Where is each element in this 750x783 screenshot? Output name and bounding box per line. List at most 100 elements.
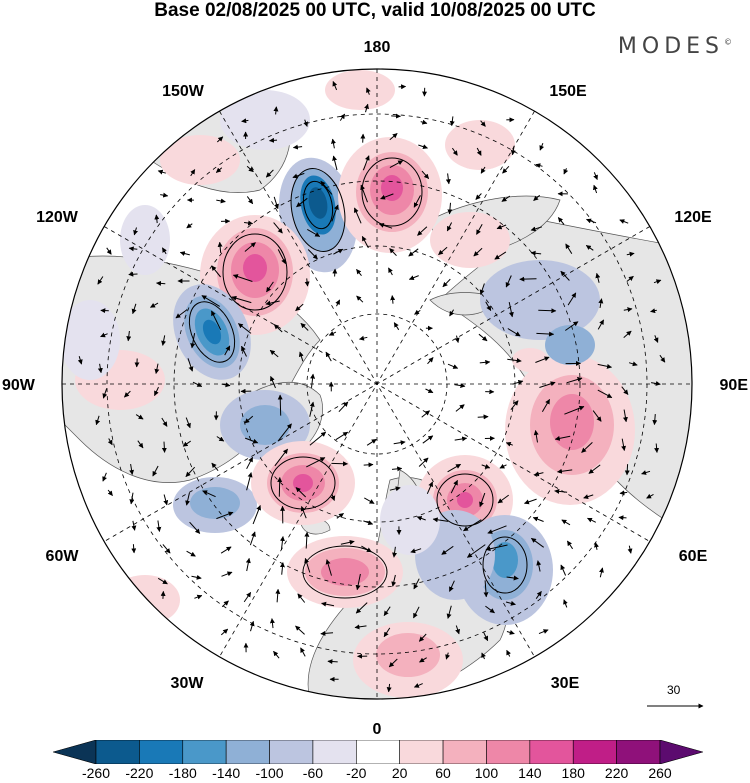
wind-vector: [651, 381, 661, 386]
wind-vector: [216, 511, 234, 520]
anomaly-negative: [190, 487, 240, 519]
wind-vector: [432, 517, 449, 523]
wind-vector: [413, 195, 421, 208]
wind-vector: [134, 358, 140, 368]
wind-vector: [192, 381, 203, 387]
anomaly-positive: [512, 348, 548, 372]
contour-line: [482, 536, 528, 594]
anomaly-negative: [62, 300, 120, 380]
anomaly-positive: [243, 254, 267, 282]
wind-vector: [366, 87, 371, 95]
wind-vector: [389, 248, 397, 257]
wind-vector: [274, 448, 288, 467]
wind-vector: [160, 590, 166, 599]
contour-lines: [188, 157, 528, 599]
wind-vector: [476, 147, 482, 156]
lon-label-60e: 60E: [679, 548, 708, 565]
wind-vector: [554, 488, 568, 494]
wind-vector: [194, 594, 203, 600]
wind-vector: [95, 415, 101, 426]
wind-vector: [321, 601, 335, 607]
anomaly-negative: [240, 405, 290, 445]
wind-vector: [485, 544, 508, 552]
anomaly-negative: [380, 485, 440, 555]
wind-vector: [327, 659, 338, 665]
colorbar-cell: [442, 740, 487, 764]
wind-vector: [535, 356, 550, 363]
wind-vector: [216, 198, 226, 204]
wind-vector: [447, 363, 459, 369]
colorbar-cell: [572, 740, 617, 764]
wind-vector: [449, 309, 455, 317]
wind-vector: [389, 160, 404, 169]
wind-vector: [310, 373, 316, 388]
anomaly-positive: [325, 70, 395, 110]
wind-vector: [238, 323, 252, 334]
colorbar-cell: [312, 740, 357, 764]
wind-vector: [355, 602, 368, 614]
wind-vector: [481, 463, 491, 469]
wind-vector: [560, 564, 567, 576]
latitude-circle: [173, 180, 581, 588]
wind-vector: [266, 281, 274, 293]
wind-vector: [265, 300, 280, 306]
wind-vector: [378, 223, 393, 229]
wind-vector: [243, 591, 252, 603]
wind-vector: [446, 605, 452, 619]
wind-vector: [339, 113, 346, 121]
wind-vector: [154, 363, 160, 374]
brand-logo: MODES©: [618, 34, 732, 59]
colorbar-tick-label: -260: [81, 765, 111, 781]
wind-vector: [506, 575, 519, 581]
wind-vector: [597, 389, 613, 399]
wind-vector: [231, 295, 252, 304]
wind-vector: [593, 172, 598, 181]
wind-vector: [182, 440, 191, 447]
wind-vector: [499, 463, 507, 469]
wind-vector: [652, 414, 658, 426]
anomaly-negative: [220, 90, 310, 150]
lon-label-30w: 30W: [171, 675, 205, 692]
wind-vector: [507, 358, 522, 364]
wind-vector: [366, 438, 377, 446]
wind-vector: [524, 498, 537, 505]
wind-vector: [408, 275, 419, 281]
wind-vector: [241, 345, 247, 357]
wind-vector: [473, 247, 483, 257]
wind-vector: [244, 415, 254, 424]
anomaly-positive: [445, 120, 515, 170]
wind-vector: [393, 440, 406, 446]
wind-vector: [300, 647, 306, 657]
wind-vector: [249, 620, 255, 632]
wind-vector: [307, 249, 318, 260]
wind-vector: [161, 247, 167, 255]
wind-vector: [561, 519, 571, 526]
wind-vector: [414, 309, 421, 315]
wind-vector: [152, 465, 159, 477]
wind-vector: [623, 307, 633, 313]
chart-title: Base 02/08/2025 00 UTC, valid 10/08/2025…: [154, 0, 596, 21]
wind-vector: [306, 457, 326, 468]
wind-vector: [106, 247, 112, 255]
wind-vector: [300, 506, 307, 519]
wind-vector: [481, 652, 486, 660]
colorbar-cell: [356, 740, 400, 764]
wind-vector: [249, 531, 256, 546]
wind-vector: [389, 486, 401, 492]
wind-vector: [150, 302, 159, 308]
wind-vector: [292, 144, 303, 150]
wind-vector: [220, 546, 232, 554]
wind-vector: [421, 170, 430, 179]
wind-vector: [413, 578, 420, 590]
colorbar-tick-label: -180: [168, 765, 197, 781]
wind-vector: [309, 431, 327, 446]
colorbar: [53, 740, 703, 764]
wind-vector: [336, 512, 344, 519]
wind-vector: [383, 627, 391, 638]
lon-label-90e: 90E: [720, 377, 749, 394]
wind-vector: [107, 438, 113, 446]
colorbar-tick-label: 100: [474, 765, 499, 781]
wind-vector: [479, 359, 491, 365]
wind-vector: [129, 464, 135, 475]
wind-vector: [220, 628, 229, 636]
